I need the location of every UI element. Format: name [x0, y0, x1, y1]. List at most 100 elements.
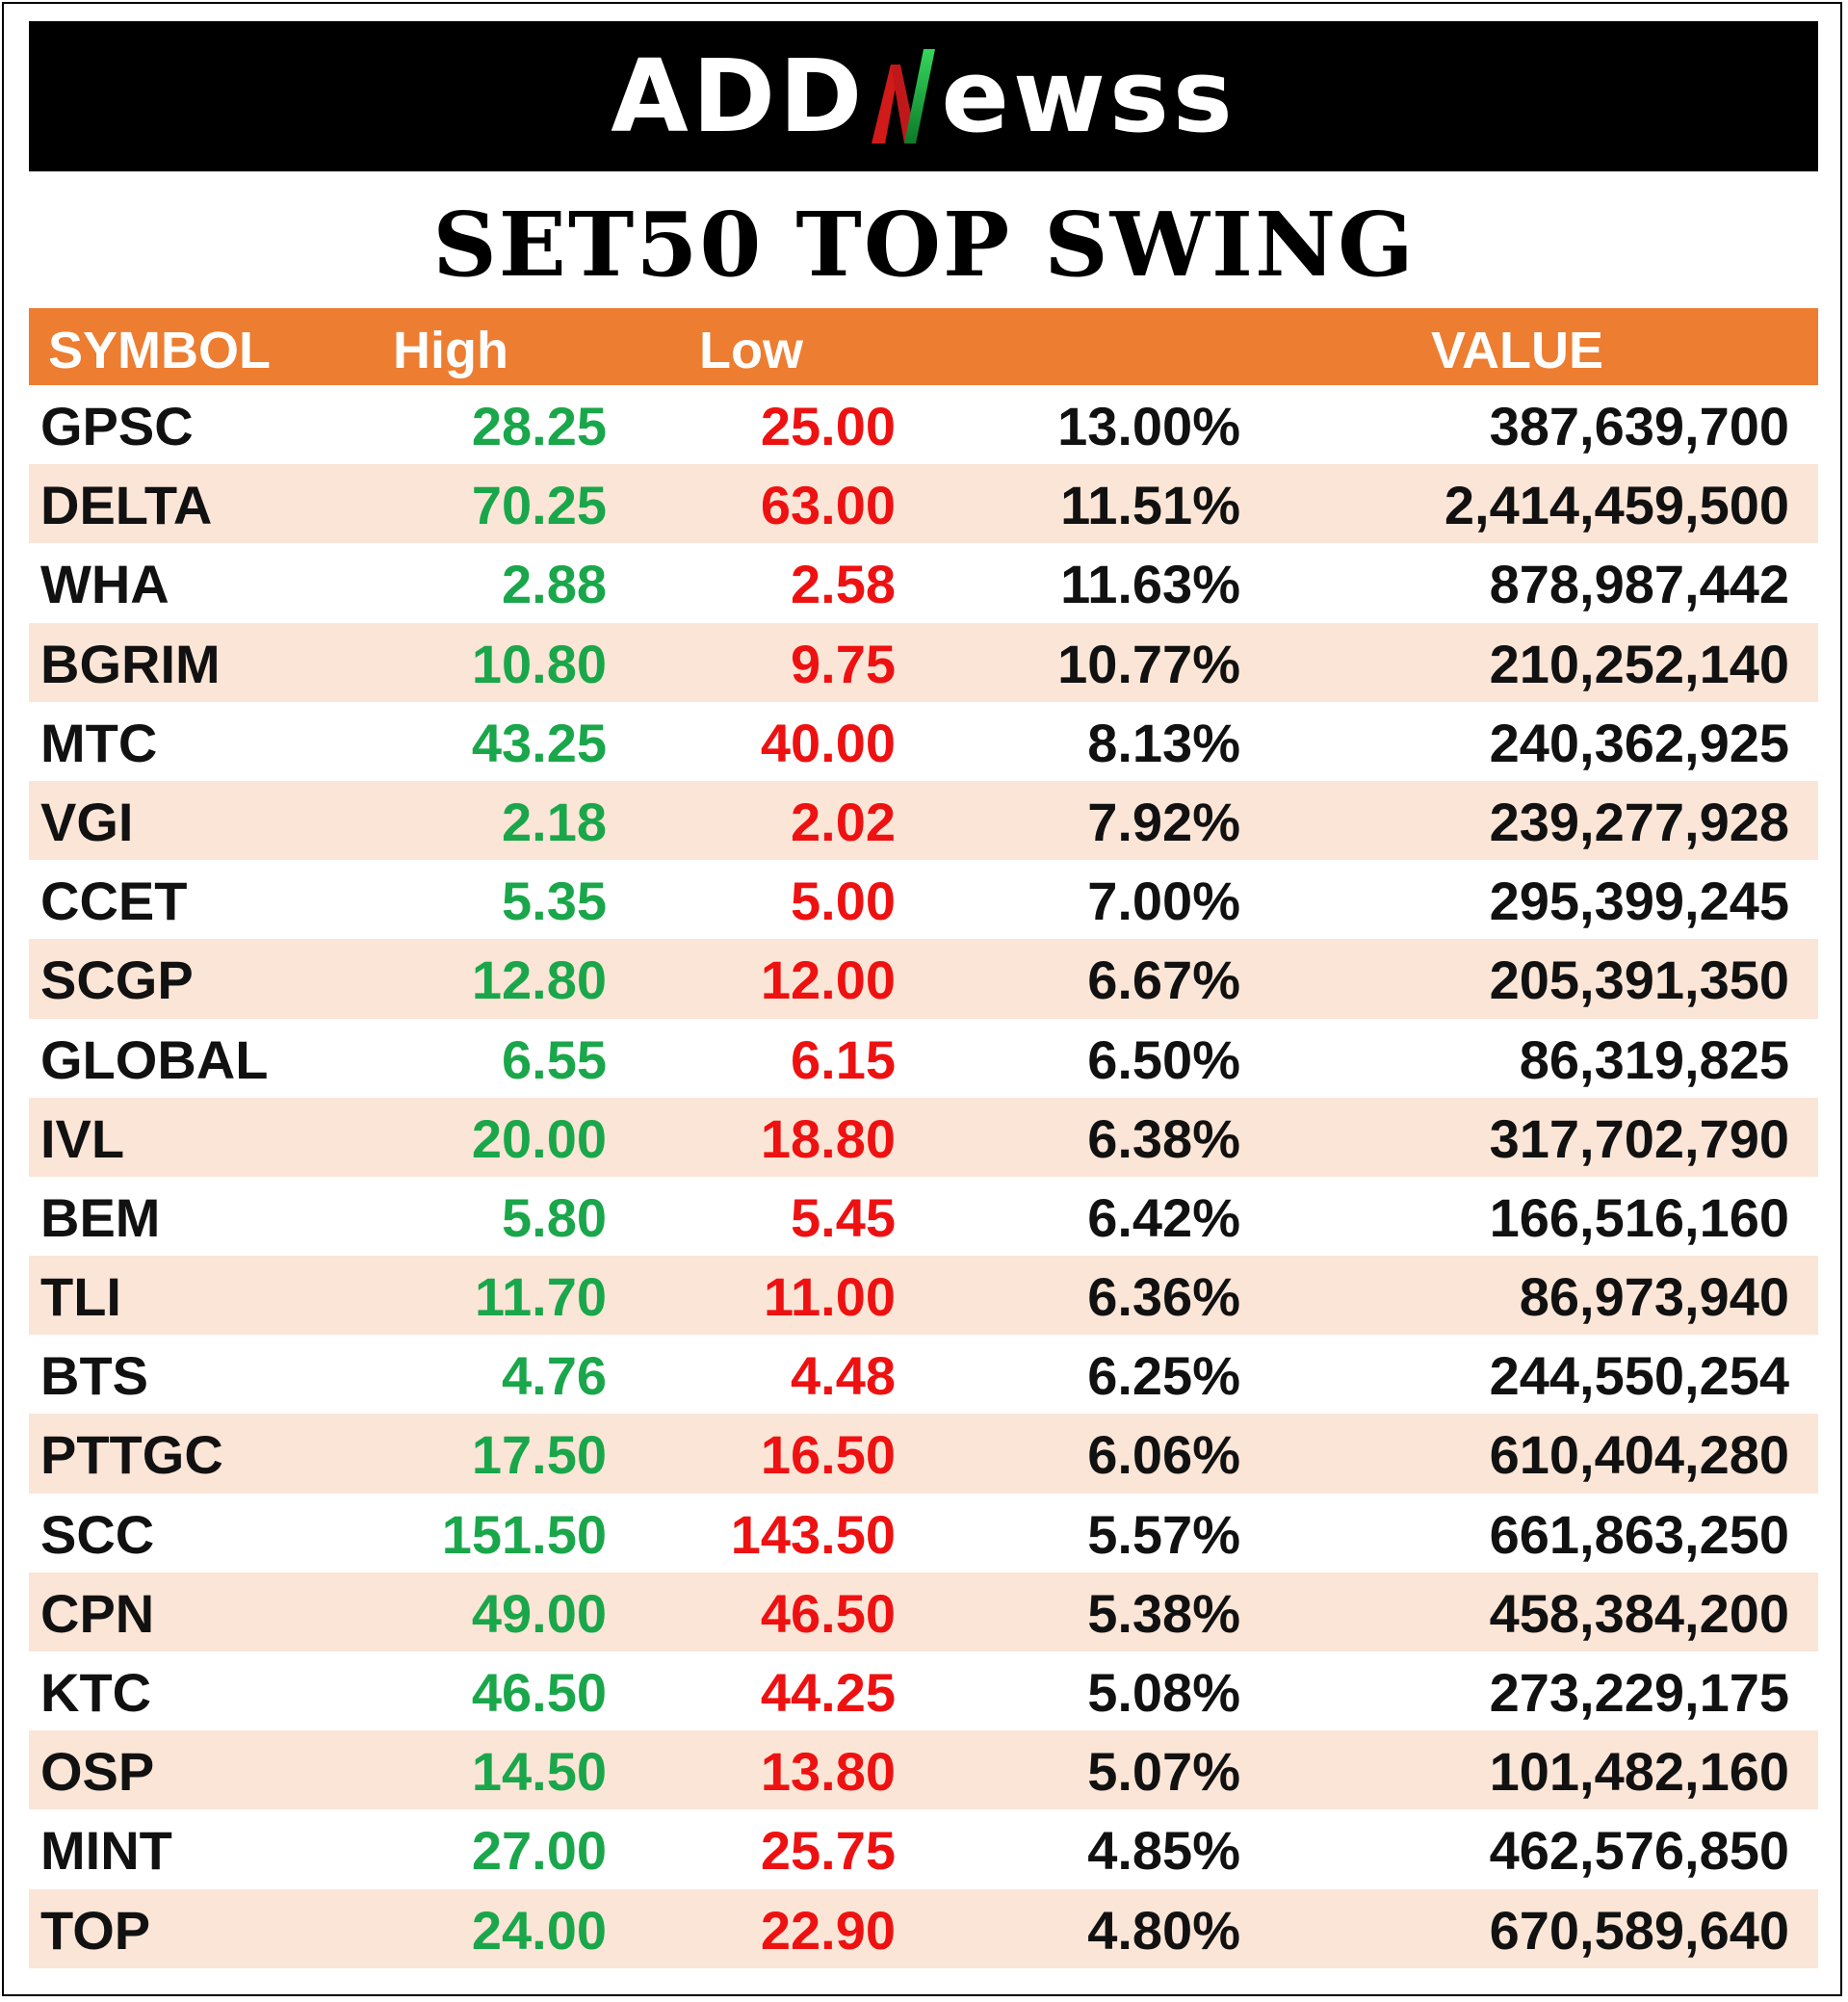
cell-symbol: IVL [40, 1107, 125, 1169]
cell-pct: 4.80% [1087, 1899, 1240, 1961]
cell-symbol: TLI [40, 1266, 121, 1328]
cell-value: 670,589,640 [1489, 1899, 1789, 1961]
cell-symbol: BEM [40, 1186, 161, 1248]
cell-low: 40.00 [760, 712, 896, 773]
cell-symbol: SCGP [40, 949, 194, 1011]
cell-pct: 5.07% [1087, 1741, 1240, 1803]
header-value: VALUE [1431, 322, 1604, 379]
cell-value: 462,576,850 [1489, 1820, 1789, 1882]
table-row: BGRIM 10.80 9.75 10.77% 210,252,140 [29, 622, 1818, 702]
cell-symbol: WHA [40, 554, 169, 615]
cell-value: 86,973,940 [1519, 1266, 1789, 1328]
cell-low: 4.48 [791, 1345, 896, 1407]
cell-low: 9.75 [791, 633, 896, 694]
cell-pct: 6.38% [1087, 1107, 1240, 1169]
cell-symbol: BGRIM [40, 633, 221, 694]
table-row: TLI 11.70 11.00 6.36% 86,973,940 [29, 1256, 1818, 1336]
table-row: TOP 24.00 22.90 4.80% 670,589,640 [29, 1888, 1818, 1968]
cell-high: 5.35 [502, 871, 607, 932]
cell-pct: 8.13% [1087, 712, 1240, 773]
cell-value: 244,550,254 [1489, 1345, 1789, 1407]
cell-high: 11.70 [474, 1266, 607, 1328]
cell-low: 25.00 [760, 396, 896, 456]
cell-pct: 11.63% [1060, 554, 1240, 615]
cell-low: 6.15 [791, 1028, 896, 1090]
table-row: OSP 14.50 13.80 5.07% 101,482,160 [29, 1730, 1818, 1810]
cell-pct: 5.38% [1087, 1582, 1240, 1644]
table-row: BTS 4.76 4.48 6.25% 244,550,254 [29, 1335, 1818, 1414]
table-row: GPSC 28.25 25.00 13.00% 387,639,700 [29, 385, 1818, 464]
cell-symbol: SCC [40, 1503, 155, 1565]
table-body: GPSC 28.25 25.00 13.00% 387,639,700 DELTA 70.2… [29, 385, 1818, 1968]
cell-symbol: BTS [40, 1345, 148, 1407]
cell-pct: 5.08% [1087, 1662, 1240, 1723]
cell-high: 151.50 [441, 1503, 607, 1565]
brand-banner: ADD ewss [29, 21, 1818, 171]
table-row: SCGP 12.80 12.00 6.67% 205,391,350 [29, 939, 1818, 1019]
cell-pct: 13.00% [1057, 396, 1240, 456]
cell-low: 22.90 [760, 1899, 896, 1961]
cell-low: 2.02 [791, 791, 896, 852]
cell-value: 387,639,700 [1489, 396, 1789, 456]
cell-value: 210,252,140 [1489, 633, 1789, 694]
cell-symbol: MINT [40, 1820, 172, 1882]
cell-high: 49.00 [471, 1582, 607, 1644]
cell-pct: 4.85% [1087, 1820, 1240, 1882]
cell-pct: 6.42% [1087, 1186, 1240, 1248]
cell-pct: 6.67% [1087, 949, 1240, 1011]
cell-low: 5.00 [791, 871, 896, 932]
cell-high: 5.80 [502, 1186, 607, 1248]
table-row: KTC 46.50 44.25 5.08% 273,229,175 [29, 1651, 1818, 1730]
cell-high: 2.18 [502, 791, 607, 852]
cell-symbol: GLOBAL [40, 1028, 269, 1090]
table-row: PTTGC 17.50 16.50 6.06% 610,404,280 [29, 1414, 1818, 1494]
cell-value: 205,391,350 [1489, 949, 1789, 1011]
cell-value: 295,399,245 [1489, 871, 1789, 932]
cell-pct: 6.50% [1087, 1028, 1240, 1090]
cell-low: 143.50 [730, 1503, 896, 1565]
cell-symbol: CCET [40, 871, 188, 932]
table-row: WHA 2.88 2.58 11.63% 878,987,442 [29, 543, 1818, 622]
cell-value: 2,414,459,500 [1444, 475, 1789, 536]
brand-logo-left: ADD [611, 38, 867, 155]
cell-high: 20.00 [471, 1107, 607, 1169]
cell-high: 12.80 [471, 949, 607, 1011]
cell-high: 43.25 [471, 712, 607, 773]
cell-high: 27.00 [471, 1820, 607, 1882]
cell-value: 101,482,160 [1489, 1741, 1789, 1803]
cell-low: 18.80 [760, 1107, 896, 1169]
table-row: DELTA 70.25 63.00 11.51% 2,414,459,500 [29, 464, 1818, 544]
cell-high: 24.00 [471, 1899, 607, 1961]
cell-high: 10.80 [471, 633, 607, 694]
cell-high: 4.76 [502, 1345, 607, 1407]
brand-logo: ADD ewss [611, 38, 1236, 155]
cell-high: 2.88 [502, 554, 607, 615]
cell-value: 273,229,175 [1489, 1662, 1789, 1723]
cell-symbol: MTC [40, 712, 158, 773]
header-symbol: SYMBOL [48, 322, 272, 379]
logo-n-icon [872, 49, 936, 143]
cell-pct: 7.00% [1087, 871, 1240, 932]
cell-symbol: TOP [40, 1899, 151, 1961]
table-row: MINT 27.00 25.75 4.85% 462,576,850 [29, 1809, 1818, 1888]
cell-high: 46.50 [471, 1662, 607, 1723]
cell-value: 878,987,442 [1489, 554, 1789, 615]
cell-value: 661,863,250 [1489, 1503, 1789, 1565]
cell-low: 63.00 [760, 475, 896, 536]
cell-value: 458,384,200 [1489, 1582, 1789, 1644]
cell-symbol: PTTGC [40, 1424, 223, 1486]
cell-low: 13.80 [760, 1741, 896, 1803]
cell-low: 25.75 [760, 1820, 896, 1882]
cell-high: 17.50 [471, 1424, 607, 1486]
header-high: High [393, 322, 508, 379]
cell-symbol: GPSC [40, 396, 194, 456]
brand-logo-right: ewss [941, 38, 1236, 155]
cell-value: 240,362,925 [1489, 712, 1789, 773]
cell-pct: 10.77% [1057, 633, 1240, 694]
cell-high: 14.50 [471, 1741, 607, 1803]
table-row: CPN 49.00 46.50 5.38% 458,384,200 [29, 1572, 1818, 1651]
page-title: SET50 TOP SWING [432, 193, 1416, 297]
cell-low: 5.45 [791, 1186, 896, 1248]
cell-pct: 6.36% [1087, 1266, 1240, 1328]
